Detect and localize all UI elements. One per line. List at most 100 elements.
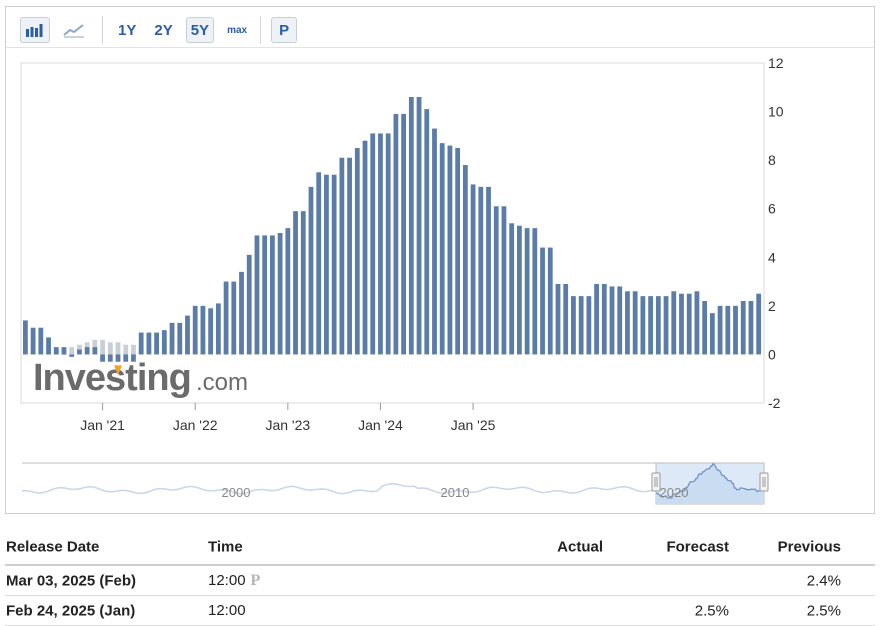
bar [77, 349, 82, 355]
header-time: Time [208, 538, 243, 556]
bar [740, 301, 746, 355]
bar [733, 305, 738, 355]
preliminary-marker-shape [114, 365, 123, 376]
table-row: Mar 03, 2025 (Feb) 12:00 P 2.4% [5, 566, 875, 596]
bar [671, 291, 677, 355]
bar [555, 284, 561, 355]
bar [53, 347, 59, 355]
preliminary-bar [69, 347, 75, 355]
x-tick-label: Jan '22 [173, 417, 218, 433]
plot-frame [20, 62, 765, 404]
toolbar-divider [102, 16, 103, 44]
bar [725, 305, 731, 355]
bar [540, 247, 545, 355]
y-tick-label: 4 [768, 249, 776, 265]
bar [679, 293, 684, 355]
line-chart-button[interactable] [58, 17, 90, 43]
bar [586, 296, 592, 355]
watermark-brand: Investing [33, 357, 191, 399]
bar [424, 109, 430, 355]
preliminary-bar [123, 344, 129, 355]
header-release-date: Release Date [6, 538, 100, 556]
bar [617, 286, 623, 355]
bar [709, 313, 715, 355]
bar [401, 114, 407, 355]
bar [370, 133, 376, 355]
bar [648, 296, 654, 355]
y-tick-label: 2 [768, 298, 776, 314]
bar [625, 291, 630, 355]
release-date: Feb 24, 2025 (Jan) [6, 602, 136, 619]
bar [308, 186, 314, 355]
bar [393, 114, 399, 355]
bar [594, 284, 599, 355]
navigator-right-handle[interactable] [759, 472, 769, 492]
x-tick-label: Jan '23 [265, 417, 310, 433]
range-1y-button[interactable]: 1Y [118, 21, 137, 39]
x-tick-label: Jan '24 [358, 417, 403, 433]
bar [69, 354, 75, 357]
release-time-value: 12:00 [208, 571, 246, 589]
preliminary-bar [107, 342, 113, 355]
bar [154, 332, 160, 355]
preliminary-icon: P [250, 571, 261, 589]
range-5y-button[interactable]: 5Y [185, 17, 215, 43]
bar [146, 332, 152, 355]
bar [408, 97, 414, 355]
bar [185, 315, 190, 355]
bar [23, 320, 28, 355]
range-navigator[interactable]: 2000 2010 2020 [21, 462, 769, 505]
line-chart-icon [63, 24, 84, 38]
bar [462, 165, 468, 355]
x-tick-label: Jan '25 [451, 417, 496, 433]
bar [609, 286, 615, 355]
forecast-value: 2.5% [694, 602, 729, 619]
bar [362, 140, 368, 355]
bar [192, 305, 198, 355]
y-tick-label: 10 [768, 104, 784, 120]
bar [416, 97, 422, 355]
bar [92, 347, 98, 355]
bar [246, 254, 252, 355]
release-time: 12:00 [208, 602, 251, 620]
release-time-value: 12:00 [208, 601, 246, 619]
navigator-axis-label: 2020 [660, 485, 689, 500]
bar [293, 211, 298, 355]
bar [493, 206, 499, 355]
bar [177, 322, 183, 355]
bar-chart-icon [26, 24, 43, 37]
navigator-history-line [21, 482, 655, 495]
bar [231, 281, 237, 355]
bar [239, 271, 244, 355]
toolbar-underline [6, 47, 874, 48]
bar [532, 228, 538, 355]
range-max-button[interactable]: max [227, 24, 248, 36]
navigator-series-line [655, 463, 765, 499]
data-bars [23, 97, 762, 362]
bar [509, 223, 515, 355]
bar [478, 186, 484, 355]
release-table: Release Date Time Actual Forecast Previo… [5, 530, 875, 626]
bar [632, 291, 638, 355]
previous-value: 2.5% [806, 602, 841, 619]
bar [663, 296, 669, 355]
bar [46, 337, 51, 355]
preliminary-toggle-button[interactable]: P [271, 17, 298, 43]
bar [115, 354, 121, 362]
table-header-row: Release Date Time Actual Forecast Previo… [5, 530, 875, 566]
range-2y-button[interactable]: 2Y [154, 21, 173, 39]
bar [84, 347, 90, 355]
bar-chart-button[interactable] [20, 17, 50, 43]
navigator-axis-label: 2010 [441, 485, 470, 500]
navigator-axis-label: 2000 [222, 485, 251, 500]
preliminary-bar [131, 344, 136, 355]
bar [200, 305, 206, 355]
navigator-left-handle[interactable] [651, 472, 661, 492]
bar [107, 354, 113, 362]
handle-body [651, 472, 661, 492]
bar [208, 308, 214, 355]
bar [447, 145, 453, 355]
x-tick-label: Jan '21 [80, 417, 125, 433]
watermark-suffix: .com [196, 369, 248, 396]
